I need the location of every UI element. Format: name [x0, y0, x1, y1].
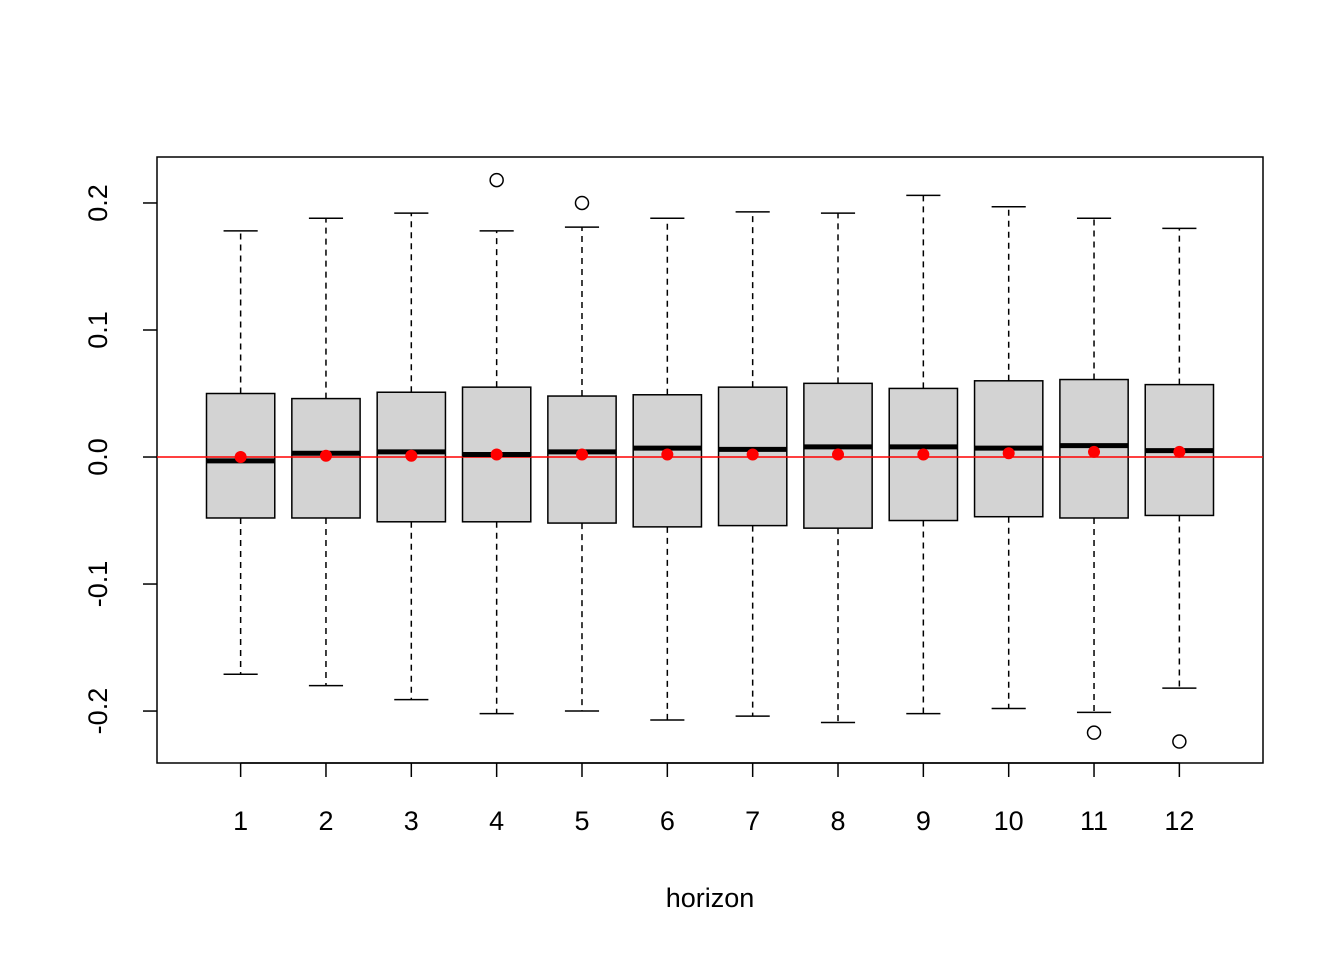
y-tick-label: 0.1 [83, 311, 113, 349]
x-tick-label: 11 [1080, 806, 1108, 836]
mean-dot [1088, 445, 1101, 458]
x-tick-label: 4 [489, 806, 504, 836]
mean-dot [832, 448, 845, 461]
x-tick-label: 12 [1164, 806, 1194, 836]
mean-dot [575, 448, 588, 461]
outlier [489, 172, 504, 188]
x-tick-label: 9 [916, 806, 931, 836]
x-tick-label: 10 [994, 806, 1024, 836]
y-tick-label: -0.2 [83, 688, 113, 735]
mean-dot [319, 449, 332, 462]
x-tick-label: 6 [660, 806, 675, 836]
y-tick-label: 0.0 [83, 438, 113, 476]
mean-dot [1002, 447, 1015, 460]
x-tick-label: 1 [233, 806, 248, 836]
x-tick-label: 8 [830, 806, 845, 836]
x-tick-label: 5 [574, 806, 589, 836]
y-tick-label: -0.1 [83, 561, 113, 608]
outlier [574, 195, 590, 211]
outlier [1172, 734, 1187, 749]
mean-dot [405, 449, 418, 462]
outlier [1086, 725, 1102, 740]
x-tick-label: 2 [318, 806, 333, 836]
x-tick-label: 3 [404, 806, 419, 836]
mean-dot [917, 448, 930, 461]
mean-dot [234, 451, 247, 464]
x-tick-label: 7 [745, 806, 760, 836]
mean-dot [746, 448, 759, 461]
x-axis-label: horizon [666, 883, 755, 913]
y-tick-label: 0.2 [83, 184, 113, 222]
mean-dot [1173, 445, 1186, 458]
box [632, 394, 703, 528]
mean-dot [490, 448, 503, 461]
mean-dot [661, 448, 674, 461]
